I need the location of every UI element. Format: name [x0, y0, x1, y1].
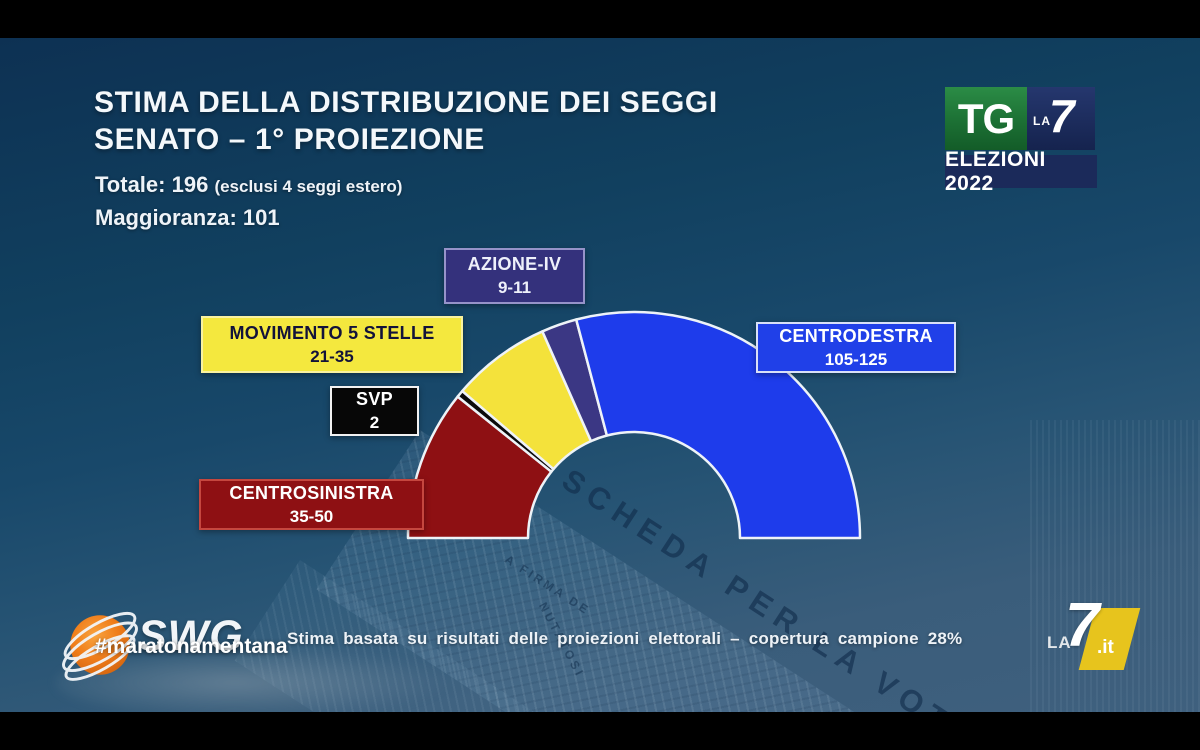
party-name: MOVIMENTO 5 STELLE [229, 322, 435, 343]
party-seats: 9-11 [497, 278, 532, 297]
party-seats: 2 [369, 413, 380, 432]
elezioni-2022-banner: ELEZIONI 2022 [945, 148, 1097, 195]
segment-centrodestra [574, 310, 862, 540]
page-title: STIMA DELLA DISTRIBUZIONE DEI SEGGI SENA… [94, 84, 718, 158]
la7it-logo-it: .it [1097, 637, 1114, 658]
letterbox-top [0, 0, 1200, 38]
swg-logo-text: SWG [138, 612, 244, 660]
party-name: CENTROSINISTRA [229, 482, 394, 503]
total-seats-value: Totale: 196 [95, 172, 209, 197]
methodology-disclaimer: Stima basata su risultati delle proiezio… [287, 629, 963, 648]
la7-logo-la: LA [1033, 114, 1051, 128]
la7it-logo: LA 7 .it [1045, 591, 1195, 685]
party-name: SVP [356, 389, 393, 409]
la7-logo-seven: 7 [1049, 90, 1075, 142]
party-seats: 105-125 [824, 349, 888, 369]
broadcast-graphic: SCHEDA PER LA VOTAZIONE A FIRMA DE NUTAT… [0, 38, 1200, 712]
hashtag-overlay: #maratonamentana [95, 635, 288, 658]
label-movimento-5-stelle: MOVIMENTO 5 STELLE 21-35 [201, 316, 463, 373]
tg-logo-icon: TG [945, 87, 1027, 150]
party-seats: 21-35 [310, 346, 354, 366]
label-svp: SVP 2 [330, 386, 419, 436]
letterbox-bottom [0, 712, 1200, 750]
title-line1: STIMA DELLA DISTRIBUZIONE DEI SEGGI [94, 86, 718, 119]
swg-globe-icon [62, 611, 138, 681]
total-seats-line: Totale: 196 (esclusi 4 seggi estero) [95, 172, 402, 198]
party-seats: 35-50 [289, 506, 334, 526]
party-name: CENTRODESTRA [779, 325, 933, 346]
la7it-logo-la: LA [1047, 633, 1072, 652]
total-seats-note: (esclusi 4 seggi estero) [214, 177, 403, 196]
label-azione-iv: AZIONE-IV 9-11 [444, 248, 585, 304]
majority-line: Maggioranza: 101 [95, 205, 280, 230]
la7it-logo-seven: 7 [1065, 591, 1100, 660]
title-line2: SENATO – 1° PROIEZIONE [94, 123, 485, 156]
label-centrosinistra: CENTROSINISTRA 35-50 [199, 479, 424, 530]
party-name: AZIONE-IV [467, 254, 562, 274]
la7-logo-icon: LA 7 [1027, 87, 1095, 150]
senate-hemicycle-chart [406, 310, 862, 540]
label-centrodestra: CENTRODESTRA 105-125 [756, 322, 956, 373]
